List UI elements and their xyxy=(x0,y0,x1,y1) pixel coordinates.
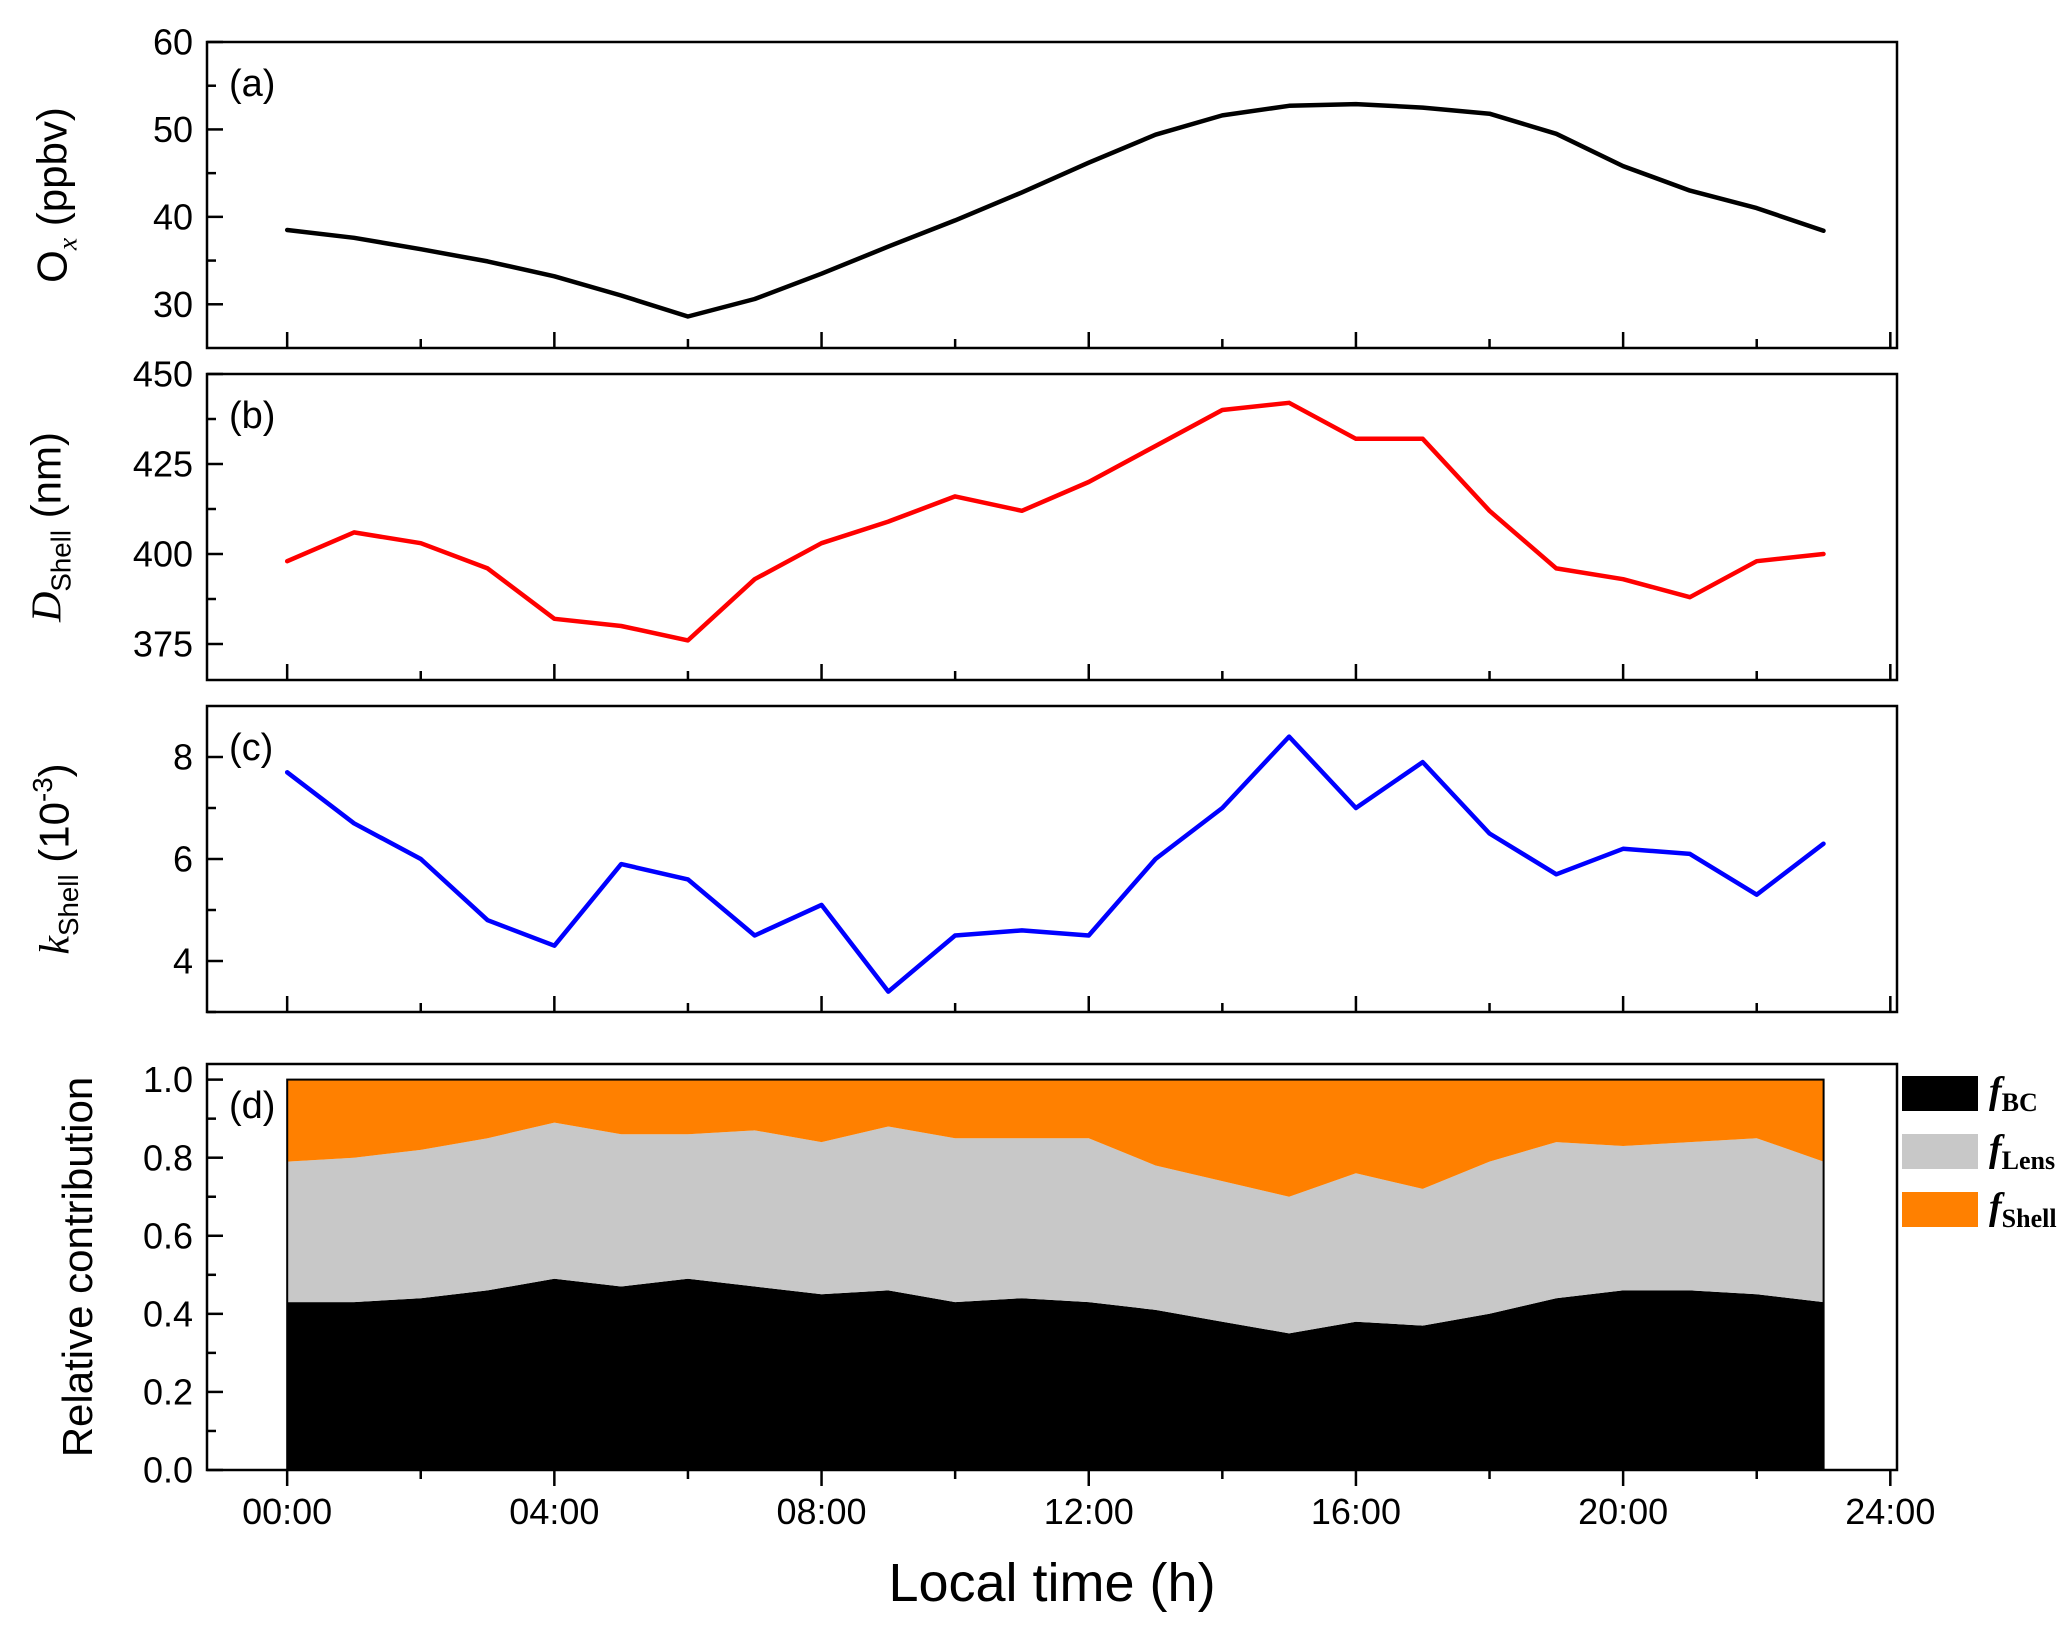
series-b-line xyxy=(284,400,1826,643)
y-ticks-b: 375 400 425 450 xyxy=(133,354,223,665)
x-tick-label: 08:00 xyxy=(776,1491,866,1532)
legend-label-sub: BC xyxy=(2001,1087,2038,1117)
legend-item-fLens: fLens xyxy=(1902,1130,2057,1174)
y-axis-title-part: Relative contribution xyxy=(54,1076,101,1458)
x-tick-label: 16:00 xyxy=(1311,1491,1401,1532)
series-c-line xyxy=(284,734,1826,994)
area-fBC xyxy=(287,1278,1824,1470)
y-tick-label: 0.6 xyxy=(143,1215,193,1256)
panel-frame-a xyxy=(205,40,1899,350)
y-tick-label: 0.8 xyxy=(143,1137,193,1178)
panel-a-y-axis-title: Ox (ppbv) xyxy=(29,107,84,283)
legend-label-main: f xyxy=(1989,1185,2002,1228)
x-tick-label: 00:00 xyxy=(242,1491,332,1532)
y-ticks-d: 0.0 0.2 0.4 0.6 0.8 1.0 xyxy=(143,1059,223,1491)
legend-label-fBC: fBC xyxy=(1989,1072,2038,1116)
panel-label-c: (c) xyxy=(229,727,273,769)
y-tick-label: 0.4 xyxy=(143,1293,193,1334)
x-ticks-d: 00:00 04:00 08:00 12:00 16:00 20:00 24:00 xyxy=(242,1470,1935,1532)
y-axis-title-part: Shell xyxy=(53,874,85,937)
panel-c-y-axis-title: kShell (10-3) xyxy=(27,763,85,954)
legend-swatch-fShell xyxy=(1902,1191,1978,1227)
legend-label-fLens: fLens xyxy=(1989,1130,2055,1174)
legend-label-sub: Lens xyxy=(2001,1145,2056,1175)
y-tick-label: 0.0 xyxy=(143,1450,193,1491)
y-ticks-a: 30 40 50 60 xyxy=(153,22,223,325)
y-axis-title-part: Shell xyxy=(45,530,77,592)
panel-d: 0.0 0.2 0.4 0.6 0.8 1.0 00:00 04:00 08:00 12:00 16… xyxy=(143,1059,1935,1532)
legend-label-fShell: fShell xyxy=(1989,1188,2057,1232)
panel-d-y-axis-title: Relative contribution xyxy=(54,1077,102,1458)
legend-label-main: f xyxy=(1989,1127,2002,1170)
x-tick-label: 24:00 xyxy=(1845,1491,1935,1532)
panel-a: 30 40 50 60 (a) xyxy=(153,22,1899,350)
area-fLens xyxy=(287,1122,1824,1334)
panel-label-b: (b) xyxy=(229,395,275,437)
legend-swatch-fBC xyxy=(1902,1076,1978,1112)
legend-label-sub: Shell xyxy=(2001,1203,2057,1233)
y-axis-title-part: k xyxy=(32,936,79,955)
y-tick-label: 450 xyxy=(133,354,193,395)
y-tick-label: 400 xyxy=(133,534,193,575)
y-tick-label: 50 xyxy=(153,109,193,150)
y-tick-label: 425 xyxy=(133,444,193,485)
x-ticks-c xyxy=(285,996,1892,1012)
y-axis-title-part: D xyxy=(24,591,71,622)
y-axis-title-part: (nm) xyxy=(22,432,70,531)
x-tick-label: 20:00 xyxy=(1578,1491,1668,1532)
panel-frame-b xyxy=(205,372,1899,682)
y-tick-label: 375 xyxy=(133,624,193,665)
y-tick-label: 0.2 xyxy=(143,1372,193,1413)
y-axis-title-part: ) xyxy=(30,763,78,778)
y-tick-label: 1.0 xyxy=(143,1059,193,1100)
x-ticks-a xyxy=(285,332,1892,348)
panel-b-y-axis-title: DShell (nm) xyxy=(23,432,78,622)
legend: fBC fLens fShell xyxy=(1902,1072,2057,1245)
y-axis-title-part: -3 xyxy=(26,777,58,802)
y-tick-label: 60 xyxy=(153,22,193,63)
y-axis-title-part: x xyxy=(51,237,83,251)
y-tick-label: 40 xyxy=(153,196,193,237)
y-tick-label: 4 xyxy=(173,941,193,982)
area-fShell xyxy=(287,1079,1824,1197)
legend-item-fShell: fShell xyxy=(1902,1188,2057,1232)
legend-item-fBC: fBC xyxy=(1902,1072,2057,1116)
y-tick-label: 8 xyxy=(173,737,193,778)
legend-swatch-fLens xyxy=(1902,1134,1978,1170)
series-a-line xyxy=(284,101,1826,319)
x-tick-label: 04:00 xyxy=(509,1491,599,1532)
y-axis-title-part: (10 xyxy=(30,801,78,875)
panel-b: 375 400 425 450 (b) xyxy=(133,354,1899,682)
y-ticks-c: 4 6 8 xyxy=(173,737,223,1014)
legend-label-main: f xyxy=(1989,1070,2002,1112)
panel-label-a: (a) xyxy=(229,63,275,105)
y-axis-title-part: O xyxy=(28,250,76,283)
x-tick-label: 12:00 xyxy=(1044,1491,1134,1532)
y-tick-label: 30 xyxy=(153,284,193,325)
y-axis-title-part: (ppbv) xyxy=(28,107,76,238)
panel-frame-d xyxy=(205,1062,1899,1472)
x-axis-title: Local time (h) xyxy=(888,1553,1216,1613)
x-ticks-b xyxy=(285,664,1892,680)
y-tick-label: 6 xyxy=(173,839,193,880)
panel-frame-c xyxy=(205,704,1899,1014)
panel-c: 4 6 8 (c) xyxy=(173,704,1899,1014)
panel-label-d: (d) xyxy=(229,1085,275,1127)
